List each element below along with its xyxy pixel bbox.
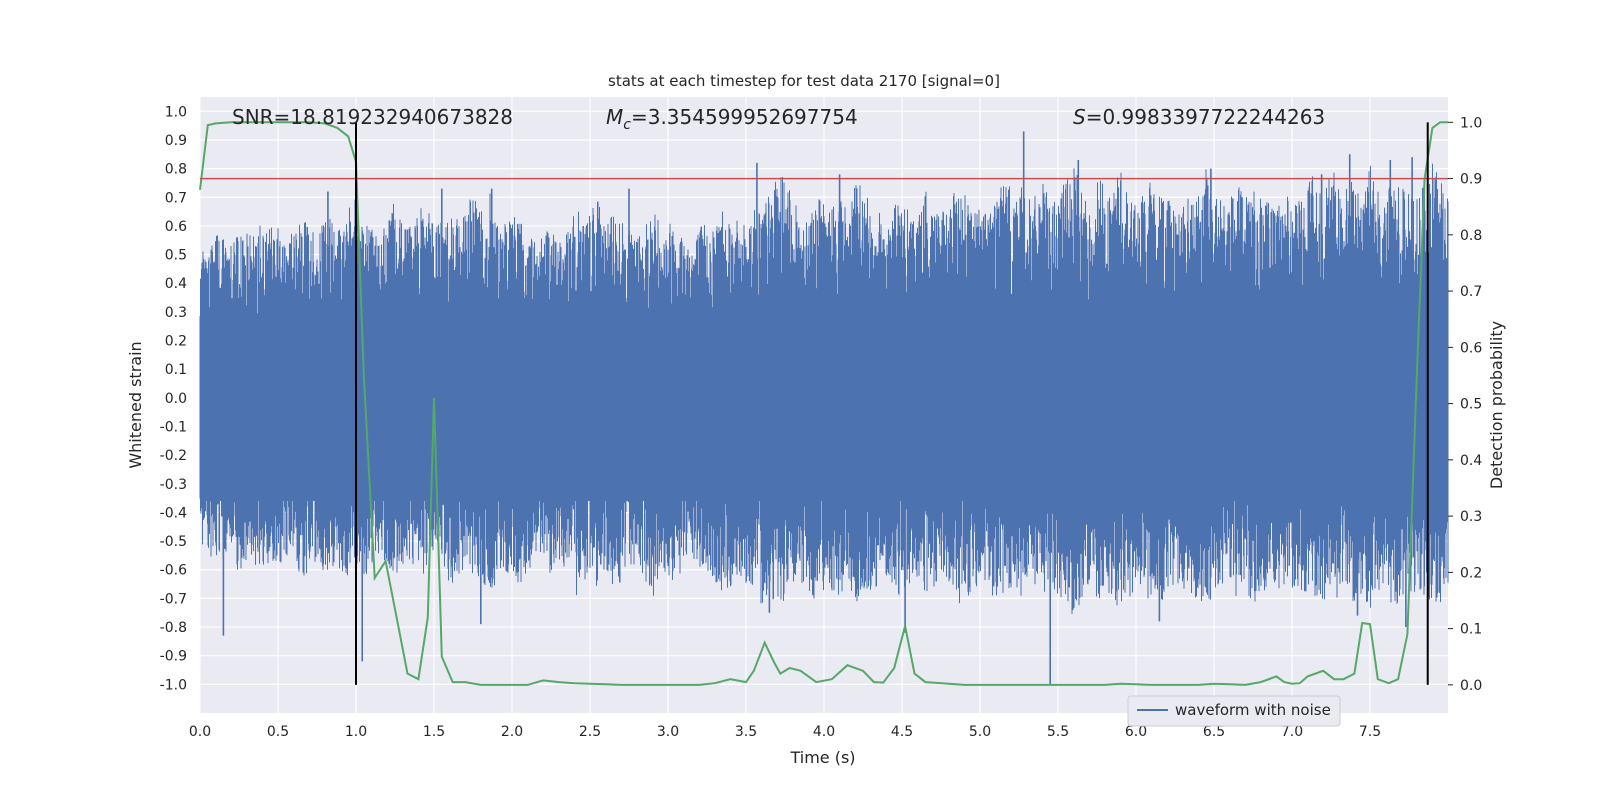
y2-tick-label: 1.0 bbox=[1460, 115, 1482, 131]
chart-title: stats at each timestep for test data 217… bbox=[608, 72, 1000, 90]
x-tick-label: 7.5 bbox=[1359, 724, 1381, 740]
y-tick-label: -1.0 bbox=[160, 677, 187, 693]
chirp-mass-annotation: Mc=3.354599952697754 bbox=[606, 105, 858, 133]
y-tick-label: 0.9 bbox=[165, 133, 187, 149]
waveform-core bbox=[200, 317, 1448, 501]
chirp-mass-symbol: M bbox=[606, 105, 623, 129]
marker-lines bbox=[355, 122, 1429, 685]
y2-tick-label: 0.2 bbox=[1460, 565, 1482, 581]
y-tick-label: 0.1 bbox=[165, 362, 187, 378]
x-tick-label: 6.5 bbox=[1203, 724, 1225, 740]
x-tick-label: 4.0 bbox=[813, 724, 835, 740]
y-tick-label: -0.9 bbox=[160, 649, 187, 665]
x-tick-label: 1.0 bbox=[345, 724, 367, 740]
y2-ticks: 1.0 0.9 0.8 0.7 0.6 0.5 0.4 0.3 0.2 0.1 0.0 bbox=[1448, 115, 1482, 694]
y-tick-label: -0.3 bbox=[160, 477, 187, 493]
y-tick-label: 0.8 bbox=[165, 162, 187, 178]
snr-annotation: SNR=18.819232940673828 bbox=[232, 105, 513, 129]
y-tick-label: 0.2 bbox=[165, 334, 187, 350]
y2-tick-label: 0.9 bbox=[1460, 172, 1482, 188]
y-tick-label: -0.5 bbox=[160, 534, 187, 550]
score-symbol: S bbox=[1073, 105, 1086, 129]
y-tick-label: 0.4 bbox=[165, 276, 187, 292]
y2-tick-label: 0.3 bbox=[1460, 509, 1482, 525]
x-tick-label: 2.0 bbox=[501, 724, 523, 740]
y-tick-label: -0.7 bbox=[160, 591, 187, 607]
probability-series bbox=[199, 121, 1448, 686]
x-tick-label: 4.5 bbox=[891, 724, 913, 740]
y2-tick-label: 0.4 bbox=[1460, 453, 1482, 469]
chirp-mass-value: =3.354599952697754 bbox=[631, 105, 858, 129]
legend-label: waveform with noise bbox=[1175, 701, 1331, 719]
x-tick-label: 0.0 bbox=[189, 724, 211, 740]
y2-tick-label: 0.7 bbox=[1460, 284, 1482, 300]
legend: waveform with noise bbox=[1127, 695, 1341, 727]
y2-axis-label: Detection probability bbox=[1487, 321, 1506, 489]
y-tick-label: 0.7 bbox=[165, 190, 187, 206]
x-ticks: 0.0 0.5 1.0 1.5 2.0 2.5 3.0 3.5 4.0 4.5 5.0 5.5 6.0 6… bbox=[189, 724, 1381, 740]
x-tick-label: 3.5 bbox=[735, 724, 757, 740]
legend-box bbox=[1127, 695, 1341, 727]
y2-tick-label: 0.0 bbox=[1460, 678, 1482, 694]
y-tick-label: 0.6 bbox=[165, 219, 187, 235]
x-tick-label: 2.5 bbox=[579, 724, 601, 740]
y-tick-label: 0.5 bbox=[165, 248, 187, 264]
y-tick-label: 0.3 bbox=[165, 305, 187, 321]
y-tick-label: -0.4 bbox=[160, 505, 187, 521]
score-value: =0.9983397722244263 bbox=[1086, 105, 1325, 129]
y-tick-label: -0.8 bbox=[160, 620, 187, 636]
waveform-series bbox=[199, 131, 1449, 685]
y2-tick-label: 0.5 bbox=[1460, 397, 1482, 413]
y2-tick-label: 0.8 bbox=[1460, 228, 1482, 244]
chirp-mass-subscript: c bbox=[623, 117, 631, 133]
y2-tick-label: 0.6 bbox=[1460, 340, 1482, 356]
x-tick-label: 3.0 bbox=[657, 724, 679, 740]
y-tick-label: -0.1 bbox=[160, 419, 187, 435]
x-tick-label: 5.5 bbox=[1047, 724, 1069, 740]
probability-line bbox=[199, 121, 1448, 686]
x-tick-label: 7.0 bbox=[1281, 724, 1303, 740]
score-annotation: S=0.9983397722244263 bbox=[1073, 105, 1325, 129]
y2-tick-label: 0.1 bbox=[1460, 622, 1482, 638]
y-tick-label: -0.6 bbox=[160, 563, 187, 579]
y-tick-label: -0.2 bbox=[160, 448, 187, 464]
x-tick-label: 5.0 bbox=[969, 724, 991, 740]
y-ticks: 1.0 0.9 0.8 0.7 0.6 0.5 0.4 0.3 0.2 0.1 0.0 -0.1 -0.… bbox=[160, 104, 187, 693]
x-tick-label: 1.5 bbox=[423, 724, 445, 740]
y-tick-label: 0.0 bbox=[165, 391, 187, 407]
x-axis-label: Time (s) bbox=[789, 748, 855, 767]
x-tick-label: 6.0 bbox=[1125, 724, 1147, 740]
y-axis-label: Whitened strain bbox=[126, 341, 145, 468]
x-tick-label: 0.5 bbox=[267, 724, 289, 740]
y-tick-label: 1.0 bbox=[165, 104, 187, 120]
